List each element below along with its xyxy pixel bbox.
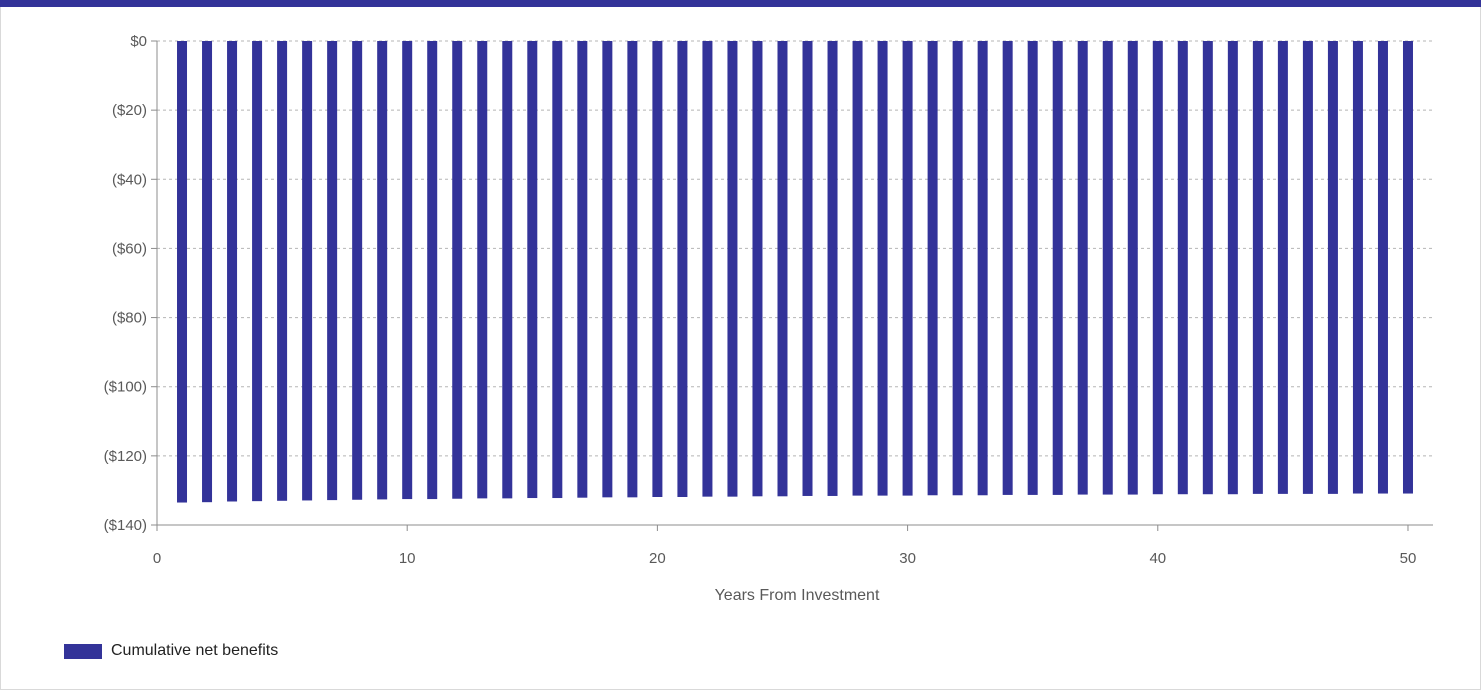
y-tick-label: ($100) [104,379,147,396]
y-tick-label: ($40) [112,171,147,188]
y-tick-label: ($80) [112,310,147,327]
bar [1402,41,1413,494]
legend-label: Cumulative net benefits [111,642,279,659]
bar [1177,41,1188,495]
y-tick-label: ($140) [104,517,147,534]
bar [1252,41,1263,494]
x-tick-label: 20 [649,550,666,567]
bar [852,41,863,496]
bar [227,41,238,502]
bar [552,41,563,499]
bar [377,41,388,500]
bar [627,41,638,498]
x-tick-label: 50 [1400,550,1417,567]
bar [1077,41,1088,495]
bar [827,41,838,496]
bar [477,41,488,499]
bar [1227,41,1238,495]
bar [652,41,663,497]
bar [1102,41,1113,495]
bar [777,41,788,497]
y-tick-label: $0 [130,33,147,50]
axes: $0 ($20) ($40) ($60) ($80) ($100) ($120) ($140)… [104,33,1433,567]
legend-swatch [64,643,102,659]
x-tick-label: 40 [1149,550,1166,567]
bar [327,41,338,501]
bar [452,41,463,499]
bar [902,41,913,496]
bar [402,41,413,500]
y-tick-label: ($60) [112,240,147,257]
bar [252,41,263,502]
bar [1002,41,1013,495]
bar [802,41,813,496]
x-tick-label: 0 [153,550,161,567]
bars [177,41,1413,503]
bar [1127,41,1138,495]
bar [352,41,363,500]
bar [1327,41,1338,494]
bar [1277,41,1288,494]
bar [602,41,613,498]
bar [877,41,888,496]
bar [1352,41,1363,494]
bar [1027,41,1038,495]
bar [702,41,713,497]
cumulative-net-benefits-chart: $0 ($20) ($40) ($60) ($80) ($100) ($120) ($140)… [104,33,1433,604]
bar [752,41,763,497]
bar [527,41,538,499]
bar [1052,41,1063,495]
y-tick-label: ($120) [104,448,147,465]
bar [1377,41,1388,494]
legend: Cumulative net benefits [64,642,278,660]
bar [427,41,438,500]
bar [502,41,513,499]
bar [952,41,963,496]
bar [1302,41,1313,494]
bar [302,41,313,501]
gridlines [157,40,1433,457]
top-accent-bar [0,0,1481,7]
bar [727,41,738,497]
bar [977,41,988,496]
x-tick-label: 10 [399,550,416,567]
y-tick-label: ($20) [112,102,147,119]
bar [202,41,213,503]
x-tick-label: 30 [899,550,916,567]
bar [577,41,588,498]
bar [677,41,688,497]
bar [927,41,938,496]
x-axis-title: Years From Investment [715,587,880,604]
bar [177,41,188,503]
bar [1152,41,1163,495]
bar [277,41,288,501]
bar [1202,41,1213,495]
